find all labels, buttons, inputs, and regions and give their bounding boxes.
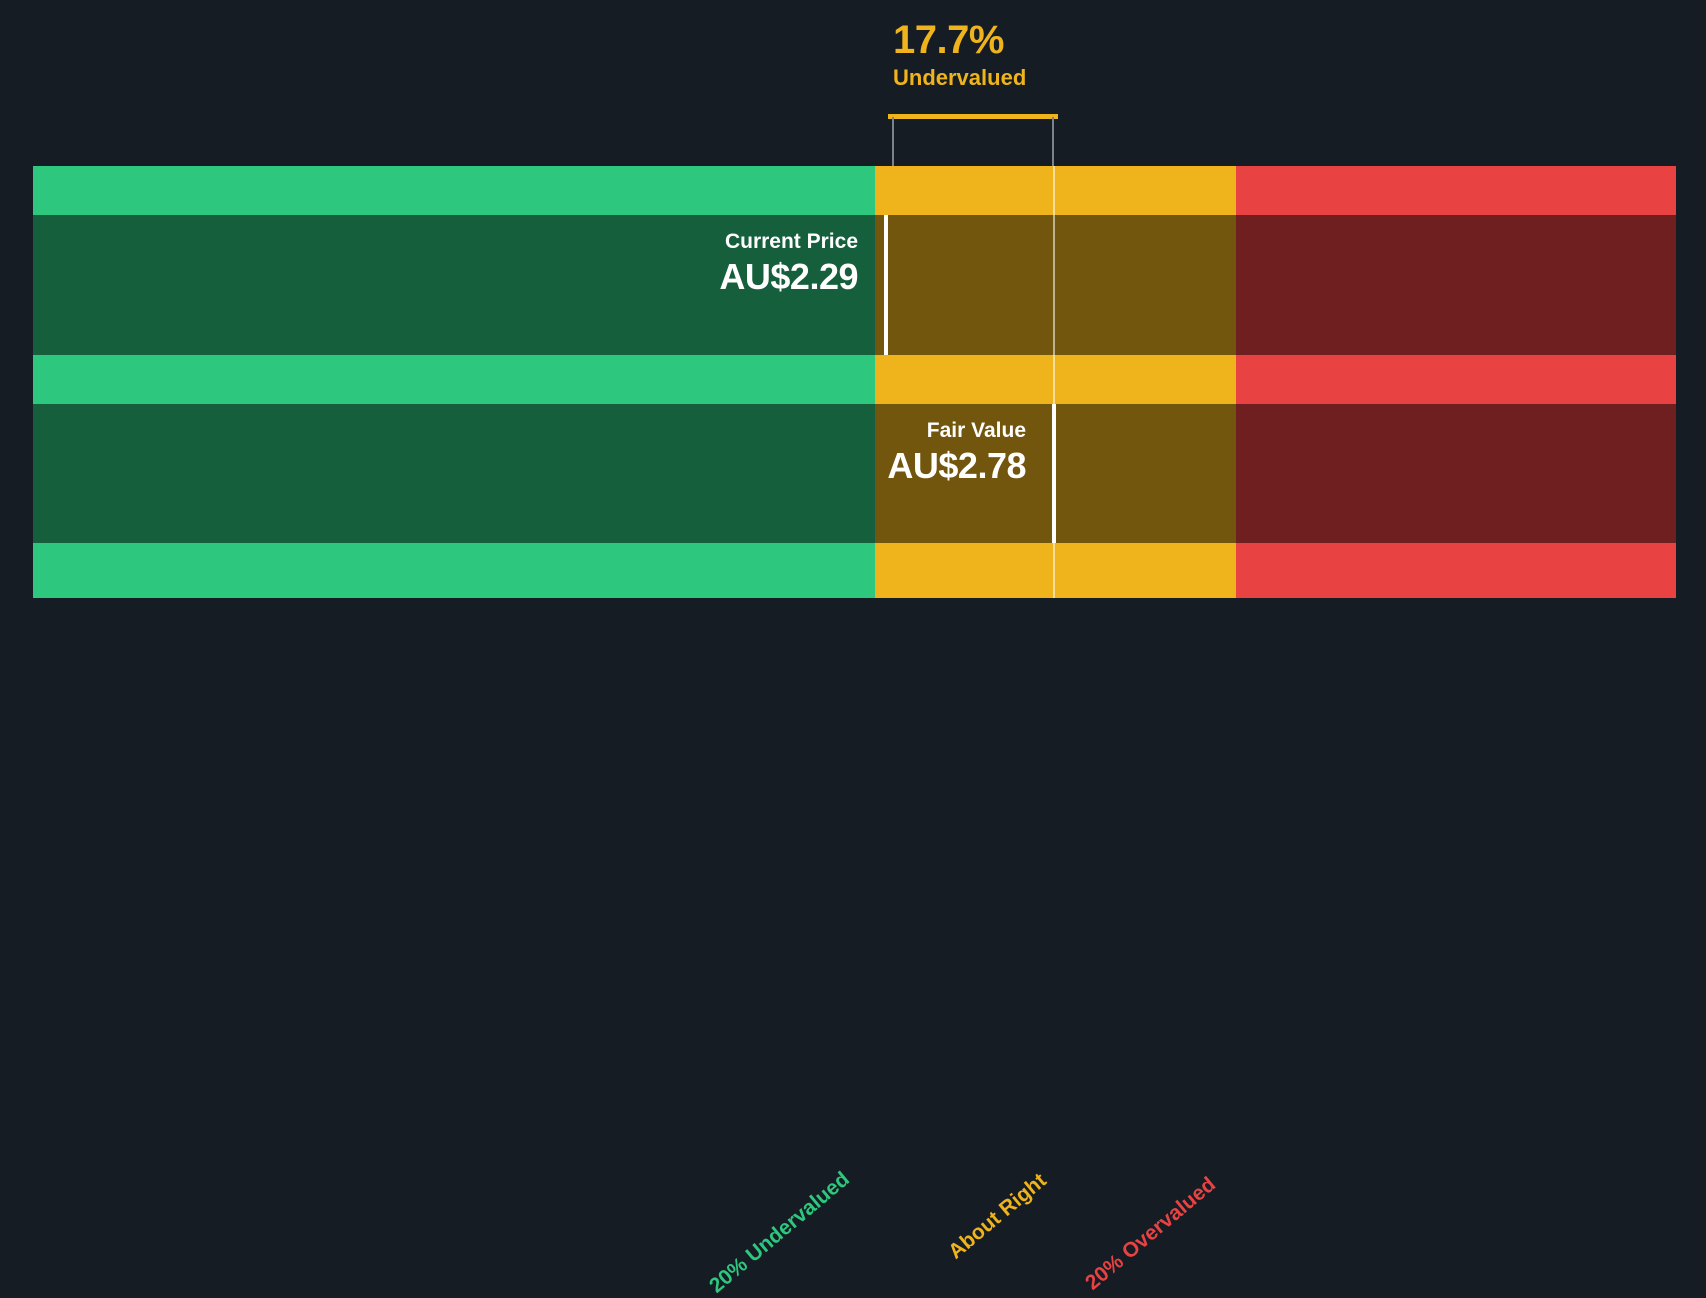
fair-value-title: Fair Value (926, 419, 1026, 442)
valuation-chart: 17.7% Undervalued Current Price AU$2.29 … (0, 18, 1706, 1298)
current-price-marker: Current Price AU$2.29 (33, 215, 888, 355)
fair-value-amount: AU$2.78 (887, 445, 1026, 486)
axis-label-undervalued: 20% Undervalued (705, 1167, 854, 1298)
chart-body (33, 166, 1676, 598)
valuation-headline: 17.7% Undervalued (893, 18, 1233, 92)
bracket-top-bar (888, 114, 1058, 119)
current-price-title: Current Price (724, 230, 858, 253)
fair-value-gridline (1053, 166, 1055, 598)
axis-label-overvalued: 20% Overvalued (1081, 1172, 1221, 1295)
fair-value-row-shade (33, 404, 1676, 543)
discount-status: Undervalued (893, 65, 1027, 90)
axis-labels: 20% Undervalued About Right 20% Overvalu… (0, 598, 1706, 1297)
bracket-right-leg (1052, 117, 1054, 166)
discount-percent: 17.7% (893, 18, 1004, 62)
current-price-amount: AU$2.29 (719, 256, 858, 297)
axis-label-about-right: About Right (944, 1168, 1051, 1264)
bracket-left-leg (892, 117, 894, 166)
gap-bracket (888, 114, 1058, 166)
fair-value-marker: Fair Value AU$2.78 (33, 404, 1056, 543)
current-price-row-shade (33, 215, 1676, 355)
